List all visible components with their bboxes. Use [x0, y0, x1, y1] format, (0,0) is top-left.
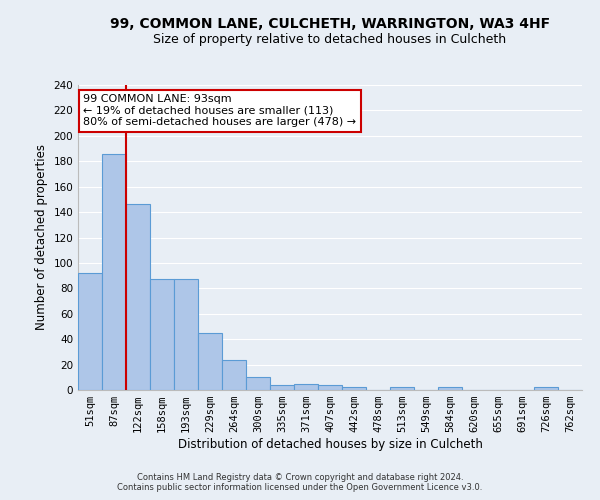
Bar — [390, 388, 414, 390]
Bar — [246, 378, 270, 390]
X-axis label: Distribution of detached houses by size in Culcheth: Distribution of detached houses by size … — [178, 438, 482, 451]
Text: Size of property relative to detached houses in Culcheth: Size of property relative to detached ho… — [154, 32, 506, 46]
Bar — [198, 333, 222, 390]
Bar — [438, 388, 462, 390]
Text: 99, COMMON LANE, CULCHETH, WARRINGTON, WA3 4HF: 99, COMMON LANE, CULCHETH, WARRINGTON, W… — [110, 18, 550, 32]
Bar — [534, 388, 558, 390]
Bar — [174, 280, 198, 390]
Y-axis label: Number of detached properties: Number of detached properties — [35, 144, 48, 330]
Text: Contains HM Land Registry data © Crown copyright and database right 2024.: Contains HM Land Registry data © Crown c… — [137, 472, 463, 482]
Text: 99 COMMON LANE: 93sqm
← 19% of detached houses are smaller (113)
80% of semi-det: 99 COMMON LANE: 93sqm ← 19% of detached … — [83, 94, 356, 128]
Bar — [150, 280, 174, 390]
Bar — [342, 388, 366, 390]
Bar — [294, 384, 318, 390]
Bar — [222, 360, 246, 390]
Text: Contains public sector information licensed under the Open Government Licence v3: Contains public sector information licen… — [118, 482, 482, 492]
Bar — [318, 385, 342, 390]
Bar — [78, 273, 102, 390]
Bar — [102, 154, 126, 390]
Bar — [270, 385, 294, 390]
Bar — [126, 204, 150, 390]
